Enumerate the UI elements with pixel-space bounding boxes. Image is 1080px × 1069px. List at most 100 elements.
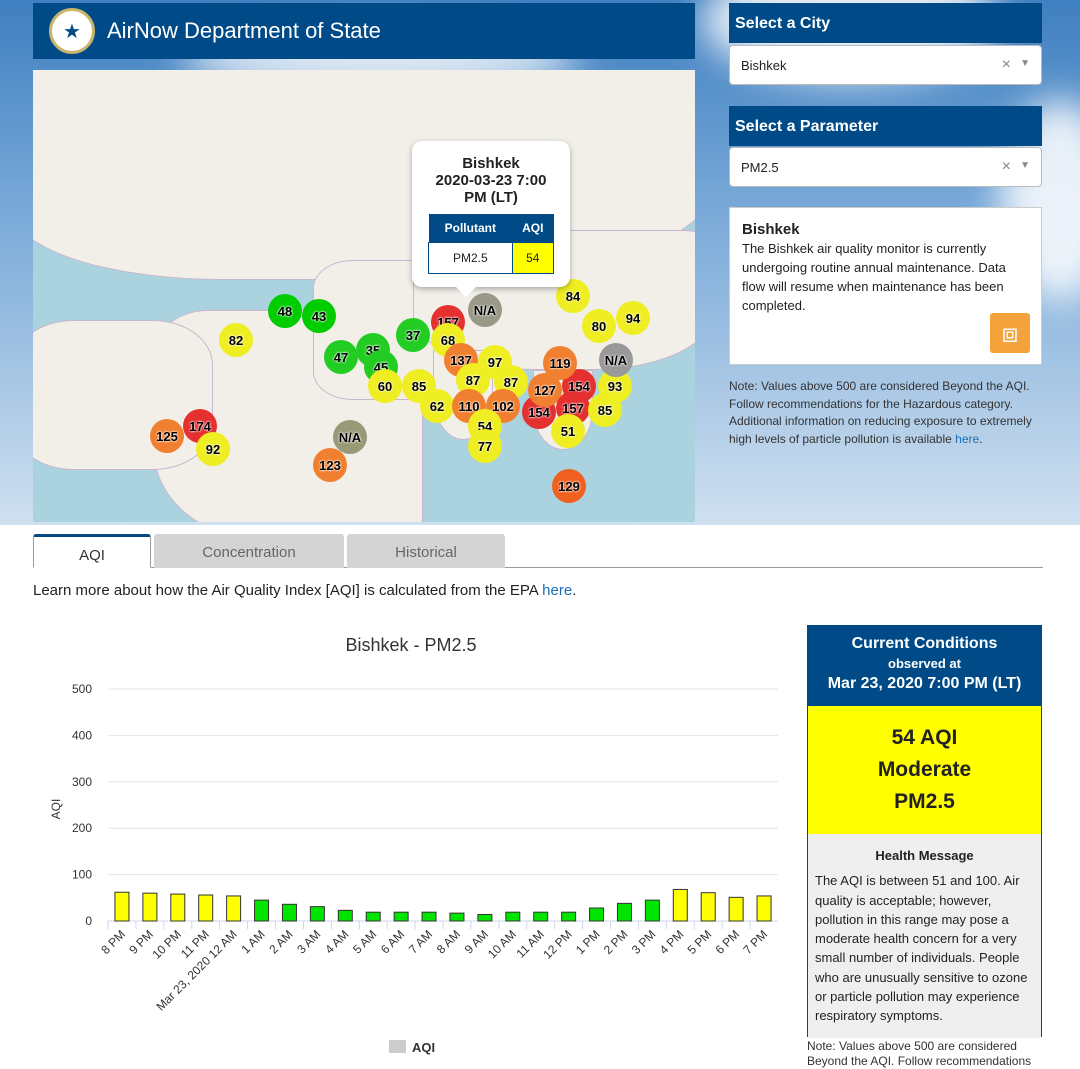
bar[interactable] (142, 892, 158, 922)
aqi-map-marker[interactable]: 37 (396, 318, 430, 352)
bar[interactable] (198, 894, 214, 922)
chevron-down-icon[interactable]: ▼ (1020, 58, 1030, 69)
tab-bar: AQI Concentration Historical (33, 534, 1043, 568)
x-tick-label: 5 PM (685, 927, 715, 957)
popup-aqi: 54 (511, 242, 555, 274)
bar[interactable] (226, 895, 242, 922)
bar[interactable] (477, 914, 493, 922)
aqi-map-marker[interactable]: 51 (551, 414, 585, 448)
parameter-select-label: Select a Parameter (729, 106, 1042, 146)
aqi-map[interactable]: 48 43 82 37 47 35 45 60 85 157 N/A 68 137 97 87 87 62 110… (33, 70, 695, 522)
department-of-state-seal-icon: ★ (49, 8, 95, 54)
x-tick-label: 1 PM (573, 927, 603, 957)
aqi-map-marker[interactable]: 48 (268, 294, 302, 328)
aqi-map-marker[interactable]: 125 (150, 419, 184, 453)
cc-aqi: 54 AQI (891, 726, 958, 749)
aqi-map-marker[interactable]: 119 (543, 346, 577, 380)
cc-datetime: Mar 23, 2020 7:00 PM (LT) (827, 675, 1022, 692)
bar[interactable] (700, 892, 716, 922)
health-text: The AQI is between 51 and 100. Air quali… (815, 873, 1028, 1024)
rss-icon[interactable]: ⧈ (990, 313, 1030, 353)
bar[interactable] (281, 903, 297, 922)
popup-city: Bishkek (462, 155, 520, 172)
clear-icon[interactable]: × (1001, 158, 1011, 175)
aqi-map-marker[interactable]: 47 (324, 340, 358, 374)
aqi-map-marker[interactable]: 60 (368, 369, 402, 403)
learn-body: Learn more about how the Air Quality Ind… (33, 582, 543, 599)
popup-pollutant: PM2.5 (428, 242, 513, 274)
tab-aqi[interactable]: AQI (33, 534, 151, 568)
bar[interactable] (756, 895, 772, 922)
bar[interactable] (561, 911, 577, 922)
bar[interactable] (114, 891, 130, 922)
aqi-map-marker[interactable]: 129 (552, 469, 586, 503)
y-tick-label: 0 (85, 914, 92, 928)
bar[interactable] (254, 899, 270, 922)
bar[interactable] (393, 911, 409, 922)
clear-icon[interactable]: × (1001, 56, 1011, 73)
bar[interactable] (309, 906, 325, 922)
bar[interactable] (337, 909, 353, 922)
y-tick-label: 200 (72, 821, 92, 835)
tab-historical[interactable]: Historical (347, 534, 505, 568)
legend-swatch[interactable] (389, 1040, 406, 1053)
aqi-map-marker[interactable]: 93 (598, 369, 632, 403)
aqi-map-marker[interactable]: 62 (420, 389, 454, 423)
bar[interactable] (505, 911, 521, 922)
x-tick-label: 1 AM (238, 927, 267, 956)
city-select-label: Select a City (729, 3, 1042, 43)
learn-here-link[interactable]: here (542, 582, 573, 599)
chevron-down-icon[interactable]: ▼ (1020, 160, 1030, 171)
tab-concentration[interactable]: Concentration (154, 534, 344, 568)
cc-parameter: PM2.5 (894, 790, 955, 813)
popup-datetime: 2020-03-23 7:00 PM (LT) (435, 172, 547, 206)
bar[interactable] (616, 902, 632, 922)
health-title: Health Message (875, 848, 974, 863)
aqi-map-marker[interactable]: 43 (302, 299, 336, 333)
note-end: . (979, 431, 983, 446)
parameter-select[interactable]: PM2.5 × ▼ (729, 147, 1042, 187)
x-tick-label: 8 PM (98, 927, 128, 957)
bar[interactable] (589, 907, 605, 922)
bar[interactable] (672, 888, 688, 922)
note-here-link[interactable]: here (955, 431, 980, 446)
note-text: Note: Values above 500 are considered Be… (729, 378, 1042, 448)
aqi-map-marker[interactable]: 82 (219, 323, 253, 357)
x-tick-label: 2 PM (601, 927, 631, 957)
bar[interactable] (728, 896, 744, 922)
aqi-map-marker[interactable]: 92 (196, 432, 230, 466)
aqi-map-marker[interactable]: 77 (468, 429, 502, 463)
bar[interactable] (644, 899, 660, 922)
bar[interactable] (533, 911, 549, 922)
aqi-map-marker[interactable]: N/A (468, 293, 502, 327)
map-popup: Bishkek 2020-03-23 7:00 PM (LT) Pollutan… (412, 141, 570, 297)
aqi-map-marker[interactable]: N/A (333, 420, 367, 454)
chart-title: Bishkek - PM2.5 (345, 635, 476, 655)
parameter-select-value: PM2.5 (741, 160, 779, 175)
legend-label[interactable]: AQI (412, 1040, 435, 1055)
x-tick-label: 5 AM (350, 927, 379, 956)
aqi-map-marker[interactable]: 123 (313, 448, 347, 482)
aqi-map-marker[interactable]: 80 (582, 309, 616, 343)
x-tick-label: 6 PM (713, 927, 743, 957)
bar[interactable] (365, 911, 381, 922)
learn-more-text: Learn more about how the Air Quality Ind… (33, 582, 576, 599)
note-body: Note: Values above 500 are considered Be… (729, 379, 1032, 446)
y-tick-label: 300 (72, 775, 92, 789)
y-tick-label: 100 (72, 868, 92, 882)
bar[interactable] (421, 911, 437, 922)
y-axis-label: AQI (49, 799, 63, 820)
x-tick-label: 3 AM (294, 927, 323, 956)
aqi-map-marker[interactable]: 94 (616, 301, 650, 335)
x-tick-label: 6 AM (378, 927, 407, 956)
app-header: ★ AirNow Department of State (33, 3, 695, 59)
bar[interactable] (170, 893, 186, 922)
y-tick-label: 400 (72, 728, 92, 742)
x-tick-label: 4 PM (657, 927, 687, 957)
x-tick-label: 3 PM (629, 927, 659, 957)
bar[interactable] (449, 912, 465, 922)
current-conditions-panel: Current Conditions observed at Mar 23, 2… (807, 625, 1042, 1038)
city-select[interactable]: Bishkek × ▼ (729, 45, 1042, 85)
aqi-map-marker[interactable]: N/A (599, 343, 633, 377)
x-tick-label: 10 PM (149, 927, 183, 961)
